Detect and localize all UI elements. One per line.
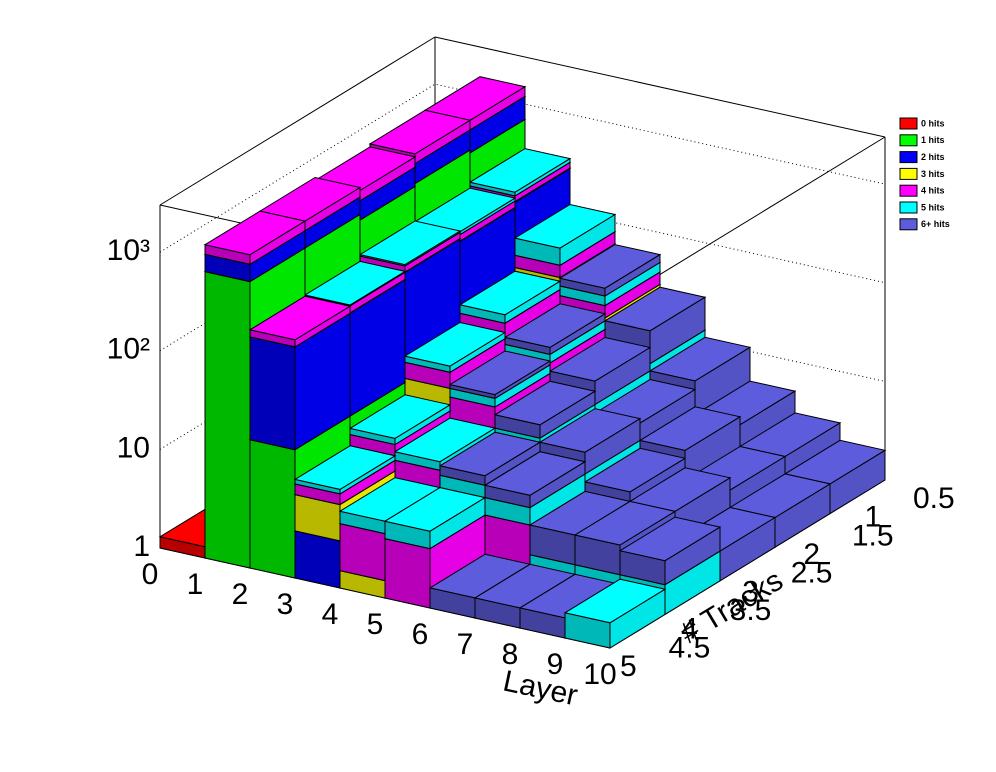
lego-segment — [403, 321, 507, 374]
z-tick-label: 10³ — [107, 234, 150, 267]
segment-top — [203, 210, 307, 256]
x-axis-title: Layer — [500, 665, 580, 713]
y-tick-label: 4 — [681, 613, 698, 646]
segment-top — [603, 286, 707, 332]
x-tick-label: 8 — [502, 638, 519, 671]
x-tick-label: 7 — [457, 628, 474, 661]
segment-top — [618, 516, 722, 562]
segment-top — [558, 244, 662, 289]
segment-top — [513, 203, 617, 249]
lego-segment — [383, 487, 487, 550]
x-tick-label: 3 — [277, 588, 294, 621]
segment-top — [493, 380, 597, 426]
segment-top — [538, 408, 642, 453]
segment-top — [468, 148, 572, 193]
lego-segment — [293, 445, 397, 495]
segment-top — [438, 431, 542, 477]
lego-segment — [483, 451, 587, 509]
segment-top — [583, 447, 687, 493]
segment-top — [573, 500, 677, 546]
segment-top — [348, 394, 452, 439]
lego-segment — [618, 516, 722, 586]
segment-top — [358, 220, 462, 266]
x-tick-label: 6 — [412, 618, 429, 651]
y-tick-label: 3 — [742, 575, 759, 608]
y-tick-label: 3.5 — [730, 594, 772, 627]
segment-top — [293, 445, 397, 490]
y-tick-label: 1.5 — [852, 519, 894, 552]
lego-segment — [248, 295, 352, 348]
lego-segment — [493, 380, 597, 439]
segment-top — [548, 336, 652, 382]
lego-segment — [358, 220, 462, 267]
segment-top — [303, 260, 407, 306]
z-tick-label: 1 — [133, 530, 150, 563]
lego-segment — [438, 431, 542, 487]
segment-top — [403, 321, 507, 367]
x-tick-label: 0 — [142, 558, 159, 591]
segment-top — [448, 350, 552, 396]
y-tick-label: 4.5 — [669, 631, 711, 664]
segment-top — [503, 303, 607, 348]
y-tick-label: 0.5 — [913, 482, 955, 515]
legend-label: 6+ hits — [921, 219, 950, 229]
lego-segment — [513, 203, 617, 267]
segment-top — [248, 295, 352, 341]
legend-label: 1 hits — [921, 135, 945, 145]
segment-front — [249, 336, 296, 451]
legend-label: 4 hits — [921, 186, 945, 196]
legend-swatch — [899, 151, 918, 164]
x-tick-label: 9 — [547, 648, 564, 681]
legend-swatch — [899, 117, 918, 130]
segment-top — [383, 487, 487, 532]
segment-top — [563, 578, 667, 624]
segment-front — [204, 270, 251, 569]
x-tick-label: 4 — [322, 598, 339, 631]
z-tick-label: 10² — [107, 333, 150, 366]
legend-swatch — [899, 218, 918, 231]
lego-segment — [563, 578, 667, 649]
lego-segment — [448, 350, 552, 400]
lego-segment — [468, 148, 572, 197]
y-tick-label: 5 — [620, 650, 637, 683]
x-tick-label: 5 — [367, 608, 384, 641]
box-edge — [159, 36, 436, 206]
legend-label: 5 hits — [921, 202, 945, 212]
legend: 0 hits 1 hits 2 hits 3 hits 4 hits 5 hits 6+ h… — [899, 117, 950, 231]
segment-front — [249, 439, 296, 579]
y-tick-label: 1 — [864, 501, 881, 534]
legend-swatch — [899, 201, 918, 214]
y-tick-label: 2 — [803, 538, 820, 571]
lego-segment — [503, 303, 607, 356]
box-edge — [434, 36, 886, 138]
lego-segment — [348, 394, 452, 446]
legend-label: 3 hits — [921, 169, 945, 179]
legend-swatch — [899, 167, 918, 180]
x-tick-label: 2 — [232, 578, 249, 611]
segment-top — [638, 406, 742, 451]
legend-swatch — [899, 134, 918, 147]
segment-top — [393, 417, 497, 463]
legend-label: 2 hits — [921, 152, 945, 162]
x-tick-label: 1 — [187, 568, 204, 601]
segment-top — [458, 270, 562, 316]
lego-segment — [303, 260, 407, 307]
segment-top — [483, 451, 587, 496]
lego-segment — [458, 270, 562, 325]
segment-top — [648, 336, 752, 382]
legend-label: 0 hits — [921, 118, 945, 128]
lego-segment — [203, 210, 307, 266]
lego-segment — [558, 244, 662, 297]
y-tick-label: 2.5 — [791, 557, 833, 590]
bars — [158, 76, 887, 649]
segment-front — [384, 537, 431, 609]
legend-swatch — [899, 184, 918, 197]
x-tick-label: 10 — [583, 658, 616, 691]
segment-top — [368, 109, 472, 155]
z-tick-label: 10 — [117, 431, 150, 464]
